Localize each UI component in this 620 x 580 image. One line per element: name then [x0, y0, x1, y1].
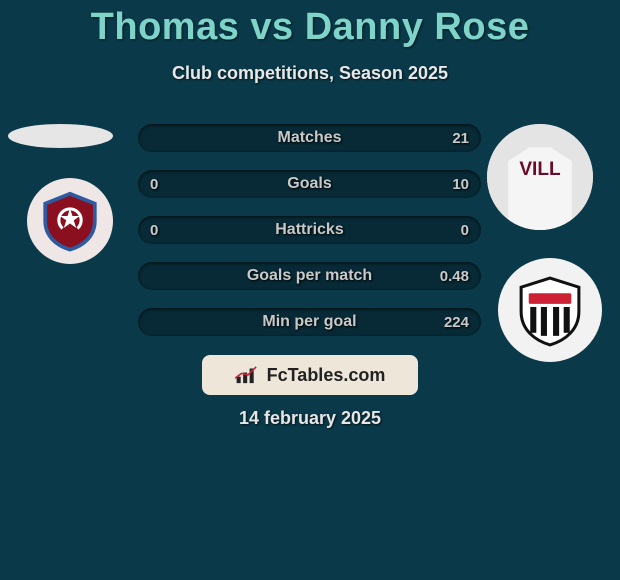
page-title: Thomas vs Danny Rose [0, 0, 620, 49]
stat-row: 0 Goals 10 [138, 170, 481, 198]
stat-rows: Matches 21 0 Goals 10 0 Hattricks 0 Goal… [138, 124, 481, 354]
stat-label: Matches [277, 129, 341, 147]
stat-row: Goals per match 0.48 [138, 262, 481, 290]
jersey-icon: VILL [487, 124, 593, 230]
club-right-badge [498, 258, 602, 362]
stat-right-value: 21 [452, 130, 469, 147]
stat-row: Min per goal 224 [138, 308, 481, 336]
brand-badge: FcTables.com [202, 355, 418, 395]
stat-left-value: 0 [150, 176, 158, 193]
stat-right-value: 224 [444, 314, 469, 331]
stat-label: Goals [287, 175, 331, 193]
club-left-badge [27, 178, 113, 264]
stat-row: Matches 21 [138, 124, 481, 152]
stat-right-value: 0.48 [440, 268, 469, 285]
stat-label: Hattricks [275, 221, 343, 239]
date-label: 14 february 2025 [0, 408, 620, 429]
player-left-photo [8, 124, 113, 148]
brand-label: FcTables.com [267, 365, 386, 386]
svg-text:VILL: VILL [519, 159, 561, 180]
stat-right-value: 0 [461, 222, 469, 239]
page-subtitle: Club competitions, Season 2025 [0, 63, 620, 84]
stat-label: Goals per match [247, 267, 372, 285]
stat-row: 0 Hattricks 0 [138, 216, 481, 244]
stat-right-value: 10 [452, 176, 469, 193]
shield-stripes-icon [512, 272, 588, 348]
stat-left-value: 0 [150, 222, 158, 239]
bar-chart-icon [235, 365, 261, 385]
player-right-photo: VILL [487, 124, 593, 230]
comparison-card: Thomas vs Danny Rose Club competitions, … [0, 0, 620, 580]
shield-icon [39, 190, 101, 252]
stat-label: Min per goal [262, 313, 356, 331]
